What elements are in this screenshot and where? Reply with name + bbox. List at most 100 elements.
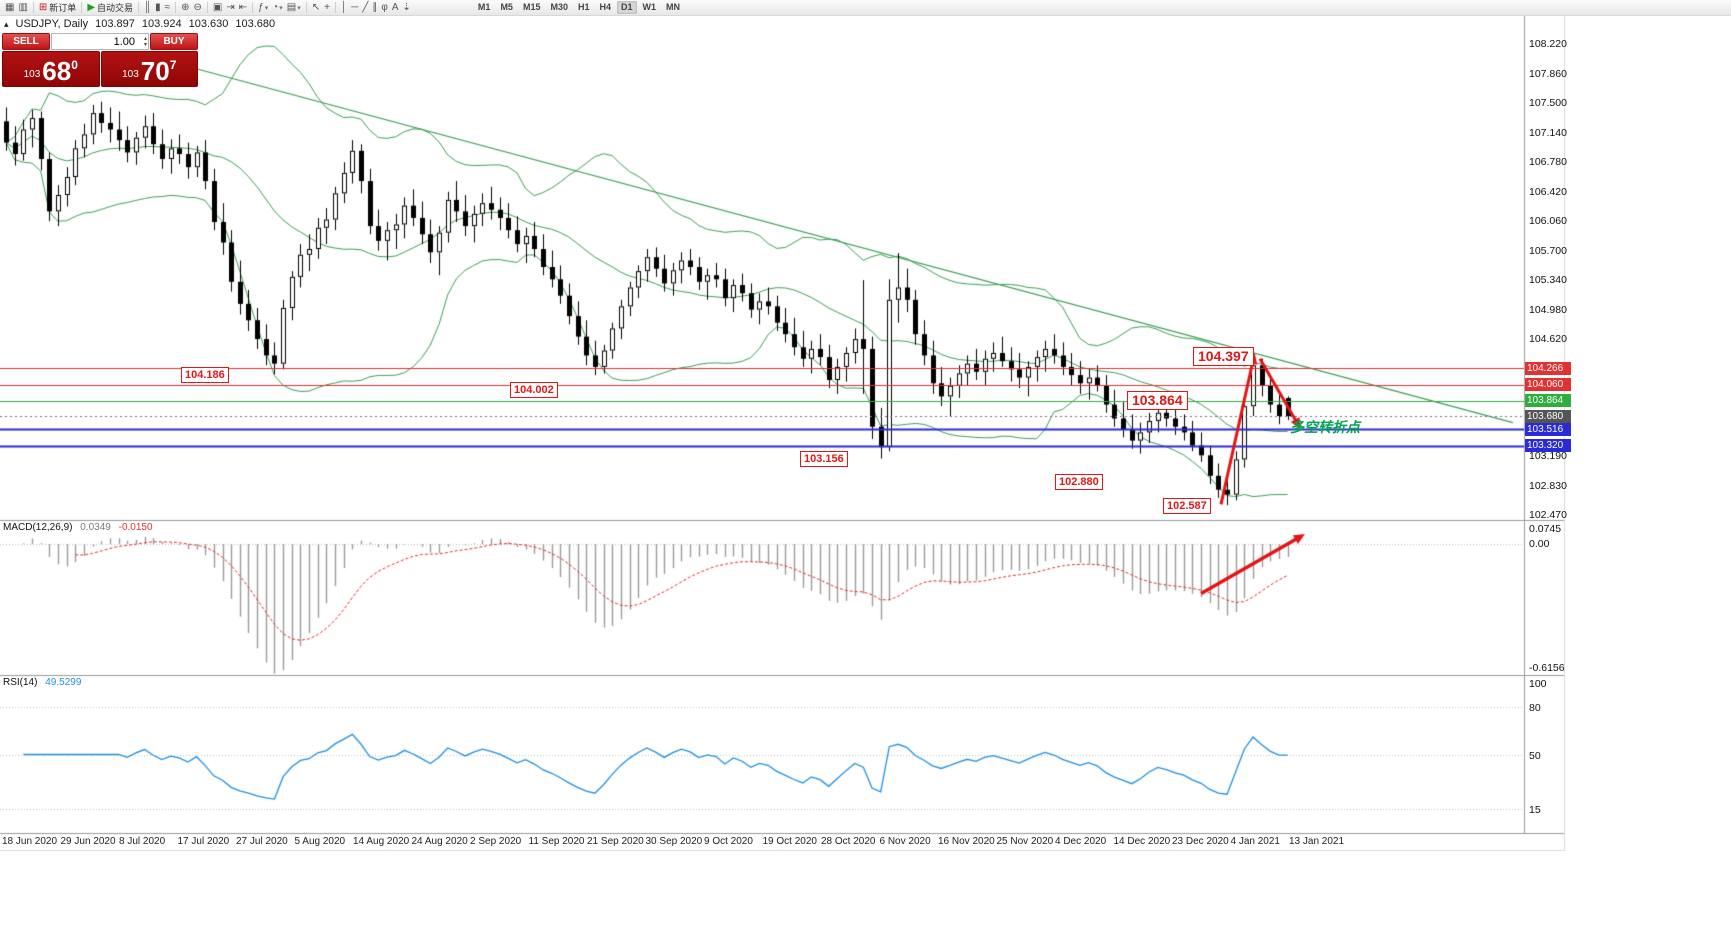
time-axis-label: 21 Sep 2020 (587, 836, 644, 847)
chart-note-annotation: 多空转折点 (1290, 418, 1360, 435)
chart-shift-icon[interactable]: ⇤ (237, 1, 249, 14)
arrow-objects-icon[interactable]: ⇣ (401, 1, 413, 14)
timeframe-mn-button[interactable]: MN (666, 2, 681, 12)
timeframe-h1-button[interactable]: H1 (577, 2, 590, 12)
toolbar-separator (305, 2, 307, 13)
volume-steppers: ▴ ▾ (144, 34, 147, 49)
autotrading-icon: ▶ (87, 2, 96, 13)
timeframe-m30-button[interactable]: M30 (550, 2, 568, 12)
chart-shift-icon: ⇤ (238, 2, 248, 13)
crosshair-icon[interactable]: + (322, 1, 332, 14)
price-axis-label: 105.340 (1529, 274, 1567, 287)
vertical-line-icon[interactable]: │ (339, 1, 349, 14)
indicators-icon[interactable]: ƒ ▾ (256, 1, 270, 14)
auto-scroll-icon: ⇥ (226, 2, 235, 13)
cursor-icon[interactable]: ↖ (310, 1, 322, 14)
timeframe-m5-button[interactable]: M5 (500, 2, 513, 12)
sell-price-box[interactable]: 103 68 0 (2, 51, 100, 87)
price-level-annotation: 103.864 (1127, 390, 1188, 410)
periods-icon[interactable]: ◔ ▾ (270, 1, 285, 14)
buy-button[interactable]: BUY (150, 33, 198, 50)
templates-icon[interactable]: ▤ ▾ (285, 1, 303, 14)
timeframe-m1-button[interactable]: M1 (477, 2, 491, 12)
time-axis-label: 25 Nov 2020 (996, 836, 1054, 847)
timeframe-toolbar: M1 M5 M15 M30 H1 H4 D1 W1 MN (473, 1, 685, 14)
buy-price-big: 70 (140, 56, 170, 86)
timeframe-h4-button[interactable]: H4 (599, 2, 612, 12)
ohlc-high: 103.924 (141, 18, 182, 30)
one-click-collapse-icon[interactable]: ▴ (4, 18, 9, 29)
rsi-axis-label: 15 (1529, 804, 1541, 817)
channel-icon: ∥ (372, 2, 378, 13)
dropdown-caret-icon: ▾ (279, 4, 283, 12)
price-tag-103.864: 103.864 (1525, 394, 1571, 408)
rsi-indicator-label: RSI(14) 49.5299 (3, 677, 81, 688)
new-order-button[interactable]: ⊞ 新订单 (37, 1, 78, 14)
text-icon[interactable]: A (390, 1, 401, 14)
cursor-icon: ↖ (311, 2, 321, 13)
new-order-icon: ⊞ (38, 2, 48, 13)
time-axis-label: 16 Nov 2020 (938, 836, 995, 847)
price-level-annotation: 104.186 (181, 366, 229, 383)
tile-windows-icon[interactable]: ▣ (211, 1, 224, 14)
price-tag-103.320: 103.320 (1525, 439, 1571, 452)
timeframe-m15-button[interactable]: M15 (522, 2, 541, 12)
dropdown-caret-icon: ▾ (264, 4, 269, 12)
zoom-in-icon[interactable]: ⊕ (179, 1, 191, 14)
rsi-axis-label: 100 (1529, 678, 1547, 690)
bar-chart-icon[interactable]: ║ (142, 1, 153, 14)
time-axis-label: 23 Dec 2020 (1172, 836, 1229, 847)
arrow-objects-icon: ⇣ (402, 2, 411, 13)
toolbar-separator (81, 2, 83, 13)
horizontal-line-icon[interactable]: ─ (349, 1, 360, 14)
line-chart-icon[interactable]: ≈ (163, 1, 173, 14)
sell-price-prefix: 103 (23, 69, 41, 80)
price-level-annotation: 103.156 (800, 450, 848, 467)
channel-icon[interactable]: ∥ (370, 1, 379, 14)
price-axis-label: 102.470 (1529, 509, 1567, 522)
time-axis-label: 27 Jul 2020 (236, 836, 288, 847)
bar-chart-icon: ║ (144, 2, 152, 13)
price-tag-104.266: 104.266 (1525, 361, 1571, 375)
price-tag-104.060: 104.060 (1525, 378, 1571, 392)
volume-increase-stepper[interactable]: ▴ (143, 35, 147, 42)
time-axis-label: 30 Sep 2020 (645, 836, 703, 847)
time-axis-label: 24 Aug 2020 (411, 836, 468, 847)
zoom-out-icon[interactable]: ⊖ (192, 1, 204, 14)
price-axis-label: 107.140 (1529, 126, 1567, 139)
macd-axis-label: 0.00 (1529, 538, 1550, 551)
price-level-annotation: 102.587 (1163, 497, 1211, 514)
autotrading-button[interactable]: ▶ 自动交易 (85, 1, 135, 14)
sell-button[interactable]: SELL (2, 33, 50, 50)
horizontal-line-icon: ─ (351, 2, 359, 13)
volume-decrease-stepper[interactable]: ▾ (143, 41, 147, 48)
periods-icon: ◔ (272, 2, 279, 13)
new-chart-icon[interactable]: ▦ (3, 1, 16, 14)
line-chart-icon: ≈ (164, 2, 171, 13)
time-axis-label: 8 Jul 2020 (119, 836, 166, 847)
toolbar-separator (175, 2, 177, 13)
macd-indicator-label: MACD(12,26,9) 0.0349 -0.0150 (3, 522, 153, 533)
toolbar-separator (335, 2, 336, 13)
volume-input[interactable]: 1.00 ▴ ▾ (51, 33, 149, 50)
trendline-icon[interactable]: ╱ (360, 1, 370, 14)
time-axis-label: 2 Sep 2020 (470, 836, 522, 847)
price-axis-label: 108.220 (1529, 38, 1567, 51)
price-axis-label: 106.420 (1529, 185, 1567, 198)
crosshair-icon: + (324, 2, 330, 13)
buy-price-box[interactable]: 103 70 7 (100, 51, 198, 87)
fibonacci-icon[interactable]: φ (379, 1, 389, 14)
auto-scroll-icon[interactable]: ⇥ (224, 1, 236, 14)
time-axis-label: 6 Nov 2020 (879, 836, 931, 847)
rsi-axis-label: 80 (1529, 702, 1541, 715)
timeframe-d1-button[interactable]: D1 (617, 1, 637, 14)
price-axis-label: 106.060 (1529, 215, 1567, 228)
vertical-line-icon: │ (341, 2, 348, 13)
timeframe-w1-button[interactable]: W1 (642, 2, 657, 12)
buy-price-sup: 7 (169, 58, 177, 72)
chart-profiles-icon[interactable]: ▥ (16, 1, 29, 14)
candlestick-chart-icon[interactable]: ▮ (153, 1, 163, 14)
time-axis-label: 4 Jan 2021 (1230, 836, 1281, 847)
